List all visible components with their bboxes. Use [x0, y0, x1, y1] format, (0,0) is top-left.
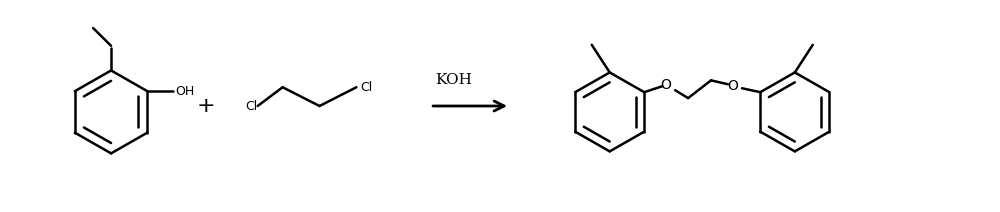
Text: OH: OH — [175, 85, 195, 98]
Text: O: O — [661, 78, 672, 92]
Text: KOH: KOH — [435, 73, 472, 87]
Text: O: O — [728, 79, 738, 93]
Text: +: + — [197, 96, 215, 116]
Text: Cl: Cl — [360, 81, 373, 94]
Text: Cl: Cl — [246, 99, 258, 113]
